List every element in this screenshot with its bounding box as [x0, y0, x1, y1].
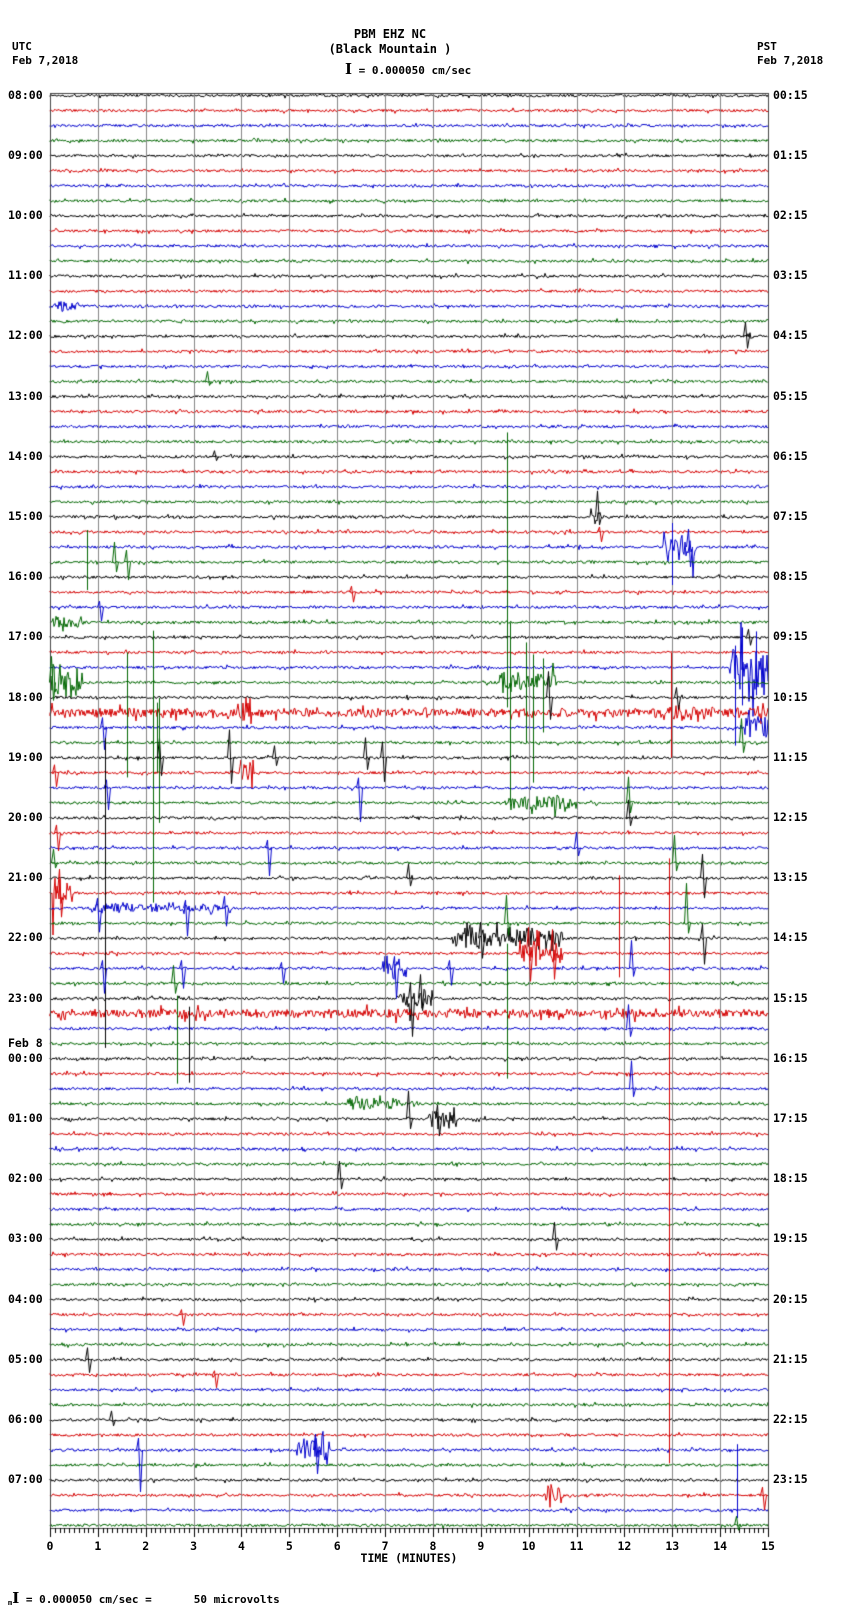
- footer-volts-text: 50 microvolts: [193, 1593, 280, 1606]
- right-timezone-label: PST: [757, 40, 777, 53]
- left-time-label: 02:00: [8, 1171, 43, 1186]
- left-time-label: 06:00: [8, 1411, 43, 1426]
- left-time-label: 12:00: [8, 328, 43, 343]
- left-date-marker: Feb 8: [8, 1035, 43, 1050]
- right-time-label: 23:15: [773, 1472, 808, 1487]
- left-time-label: 14:00: [8, 448, 43, 463]
- x-tick-label: 4: [237, 1539, 245, 1553]
- x-tick-label: 6: [333, 1539, 341, 1553]
- x-tick-label: 14: [713, 1539, 728, 1553]
- right-time-label: 09:15: [773, 629, 808, 644]
- left-time-label: 09:00: [8, 147, 43, 162]
- left-time-label: 19:00: [8, 749, 43, 764]
- header-scale-text: = 0.000050 cm/sec: [352, 64, 472, 77]
- right-time-label: 05:15: [773, 388, 808, 403]
- station-title: PBM EHZ NC: [353, 27, 427, 41]
- x-tick-label: 13: [665, 1539, 680, 1553]
- x-tick-label: 7: [381, 1539, 389, 1553]
- footer-scale-text: = 0.000050 cm/sec =: [19, 1593, 152, 1606]
- right-time-label: 08:15: [773, 569, 808, 584]
- footer-scale-line: mI = 0.000050 cm/sec = 50 microvolts: [8, 1589, 280, 1610]
- x-tick-label: 5: [285, 1539, 293, 1553]
- left-time-label: 11:00: [8, 268, 43, 283]
- right-time-label: 06:15: [773, 448, 808, 463]
- right-time-label: 01:15: [773, 147, 808, 162]
- left-time-label: 17:00: [8, 629, 43, 644]
- x-tick-label: 11: [569, 1539, 584, 1553]
- left-time-label: 10:00: [8, 207, 43, 222]
- left-time-label: 13:00: [8, 388, 43, 403]
- right-time-label: 14:15: [773, 930, 808, 945]
- x-axis-title: TIME (MINUTES): [360, 1551, 458, 1565]
- right-time-label: 16:15: [773, 1050, 808, 1065]
- right-time-label: 20:15: [773, 1291, 808, 1306]
- left-time-label: 23:00: [8, 990, 43, 1005]
- right-time-label: 03:15: [773, 268, 808, 283]
- station-location: (Black Mountain ): [328, 42, 452, 56]
- right-time-label: 02:15: [773, 207, 808, 222]
- left-time-label: 16:00: [8, 569, 43, 584]
- x-tick-label: 3: [190, 1539, 198, 1553]
- x-tick-label: 0: [46, 1539, 54, 1553]
- left-time-label: 00:00: [8, 1050, 43, 1065]
- x-tick-label: 12: [617, 1539, 632, 1553]
- right-time-label: 11:15: [773, 749, 808, 764]
- left-timezone-label: UTC: [12, 40, 32, 53]
- right-date-label: Feb 7,2018: [757, 54, 824, 67]
- x-tick-label: 8: [429, 1539, 437, 1553]
- footer-prefix: m: [8, 1599, 13, 1607]
- left-date-label: Feb 7,2018: [12, 54, 79, 67]
- footer-scale-bracket-icon: I: [12, 1589, 20, 1607]
- header-scale-line: I = 0.000050 cm/sec: [345, 60, 472, 78]
- scale-bracket-icon: I: [345, 60, 353, 78]
- left-time-label: 07:00: [8, 1472, 43, 1487]
- right-time-label: 22:15: [773, 1411, 808, 1426]
- x-tick-label: 10: [521, 1539, 536, 1553]
- left-time-label: 05:00: [8, 1351, 43, 1366]
- right-time-label: 18:15: [773, 1171, 808, 1186]
- right-time-label: 17:15: [773, 1110, 808, 1125]
- left-time-label: 08:00: [8, 87, 43, 102]
- left-time-label: 20:00: [8, 809, 43, 824]
- right-time-label: 15:15: [773, 990, 808, 1005]
- right-time-label: 10:15: [773, 689, 808, 704]
- left-time-label: 01:00: [8, 1110, 43, 1125]
- right-time-label: 13:15: [773, 870, 808, 885]
- x-tick-label: 9: [477, 1539, 485, 1553]
- left-time-label: 04:00: [8, 1291, 43, 1306]
- right-time-label: 07:15: [773, 508, 808, 523]
- right-time-label: 12:15: [773, 809, 808, 824]
- left-time-label: 03:00: [8, 1231, 43, 1246]
- left-time-label: 21:00: [8, 870, 43, 885]
- right-time-label: 00:15: [773, 87, 808, 102]
- x-tick-label: 1: [94, 1539, 102, 1553]
- right-time-label: 19:15: [773, 1231, 808, 1246]
- right-time-label: 04:15: [773, 328, 808, 343]
- x-tick-label: 15: [761, 1539, 775, 1553]
- right-time-label: 21:15: [773, 1351, 808, 1366]
- x-tick-label: 2: [142, 1539, 150, 1553]
- left-time-label: 18:00: [8, 689, 43, 704]
- left-time-label: 15:00: [8, 508, 43, 523]
- left-time-label: 22:00: [8, 930, 43, 945]
